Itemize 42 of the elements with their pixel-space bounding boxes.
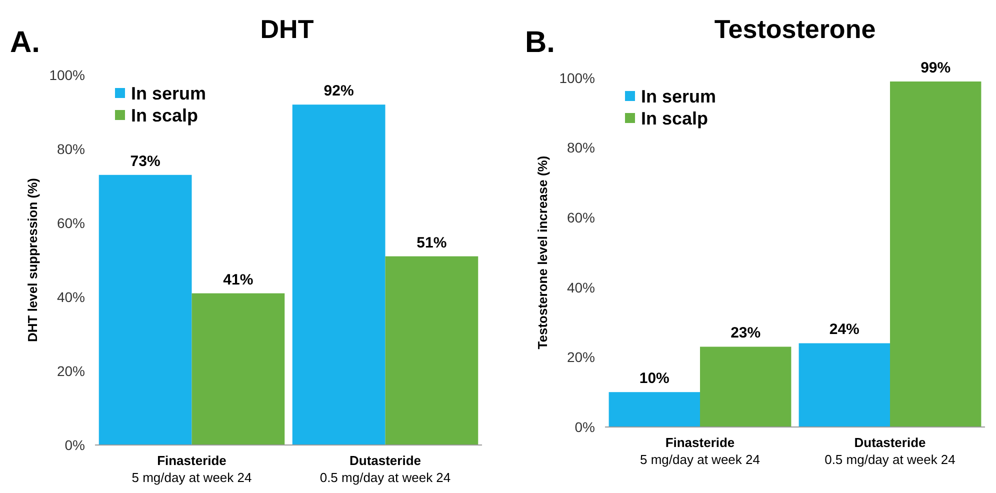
- y-tick-label: 80%: [566, 140, 595, 156]
- data-label: 23%: [730, 324, 761, 342]
- bar: [292, 104, 386, 445]
- y-tick-label: 20%: [56, 362, 85, 379]
- y-tick-label: 60%: [56, 214, 85, 231]
- data-label: 92%: [324, 82, 354, 100]
- y-tick-label: 20%: [566, 349, 595, 366]
- y-tick-label: 100%: [49, 66, 85, 83]
- bar: [700, 346, 792, 427]
- data-label: 51%: [416, 234, 447, 252]
- x-tick-label: Finasteride 5 mg/day at week 24: [132, 453, 252, 485]
- y-tick-label: 40%: [566, 279, 595, 296]
- y-axis-title: DHT level suppression (%): [25, 178, 40, 342]
- chart-title: Testosterone: [714, 14, 876, 44]
- data-label: 10%: [639, 370, 670, 388]
- chart-title: DHT: [260, 14, 314, 44]
- y-tick-label: 60%: [566, 210, 595, 226]
- data-label: 24%: [829, 321, 860, 338]
- y-tick-label: 0%: [574, 418, 595, 435]
- legend-label: In scalp: [641, 108, 708, 128]
- bar: [608, 392, 700, 427]
- bar: [890, 81, 982, 427]
- y-tick-label: 0%: [64, 436, 85, 453]
- bar: [192, 293, 285, 445]
- text: A.: [10, 26, 40, 59]
- text: B.: [525, 26, 555, 59]
- bar: [798, 343, 890, 427]
- legend-label: In serum: [131, 83, 206, 104]
- data-label: 41%: [223, 271, 254, 288]
- bar: [385, 256, 478, 445]
- x-tick-label: Finasteride 5 mg/day at week 24: [640, 435, 760, 467]
- legend-label: In serum: [641, 86, 716, 106]
- y-axis-title: Testosterone level increase (%): [535, 156, 550, 350]
- y-tick-label: 100%: [559, 70, 595, 86]
- x-tick-label: Dutasteride 0.5 mg/day at week 24: [320, 453, 451, 485]
- legend-label: In scalp: [131, 105, 198, 126]
- y-tick-label: 80%: [56, 140, 85, 157]
- y-tick-label: 40%: [56, 288, 85, 305]
- data-label: 73%: [130, 152, 160, 170]
- bar: [98, 174, 192, 445]
- x-tick-label: Dutasteride 0.5 mg/day at week 24: [824, 435, 956, 467]
- data-label: 99%: [920, 59, 951, 76]
